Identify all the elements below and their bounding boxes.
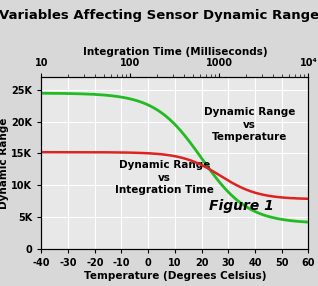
Y-axis label: Dynamic Range: Dynamic Range	[0, 117, 9, 209]
Text: Dynamic Range
vs
Temperature: Dynamic Range vs Temperature	[204, 108, 295, 142]
X-axis label: Temperature (Degrees Celsius): Temperature (Degrees Celsius)	[84, 271, 266, 281]
X-axis label: Integration Time (Milliseconds): Integration Time (Milliseconds)	[83, 47, 267, 57]
Text: Dynamic Range
vs
Integration Time: Dynamic Range vs Integration Time	[115, 160, 214, 195]
Text: Variables Affecting Sensor Dynamic Range: Variables Affecting Sensor Dynamic Range	[0, 9, 318, 21]
Text: Figure 1: Figure 1	[209, 198, 274, 212]
